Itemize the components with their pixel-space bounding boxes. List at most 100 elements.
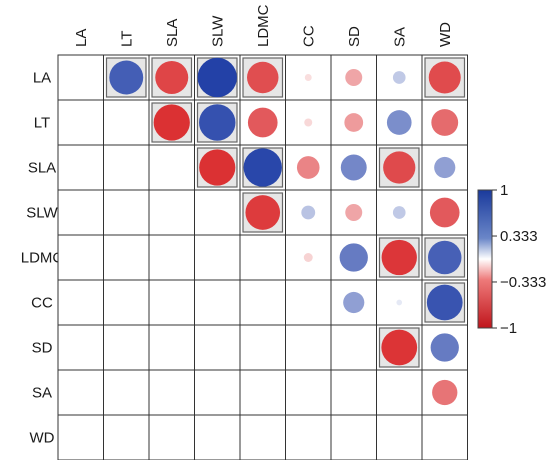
- matrix-cell: [194, 369, 241, 416]
- matrix-cell: [376, 369, 423, 416]
- matrix-cell: [330, 369, 377, 416]
- colorbar-tick-label: −1: [500, 320, 517, 337]
- correlation-circle: [429, 197, 460, 228]
- correlation-circle: [430, 333, 459, 362]
- column-labels: LA LT SLA SLW LDMC CC SD SA WD: [73, 4, 454, 47]
- matrix-cell: [57, 324, 104, 371]
- correlation-circle: [432, 379, 458, 406]
- matrix-cell: [239, 369, 286, 416]
- matrix-cell: [57, 99, 104, 146]
- matrix-cell: [57, 279, 104, 326]
- correlation-marks: [105, 57, 466, 406]
- correlation-circle: [304, 74, 312, 81]
- colorbar: 1 0.333 −0.333 −1: [477, 182, 546, 337]
- matrix-cell: [103, 324, 150, 371]
- matrix-cell: [194, 324, 241, 371]
- matrix-cell: [194, 279, 241, 326]
- correlation-circle: [247, 107, 278, 138]
- matrix-cell: [285, 414, 332, 460]
- matrix-cell: [376, 54, 423, 101]
- matrix-cell: [239, 99, 286, 146]
- matrix-cell: [148, 279, 195, 326]
- matrix-cell: [103, 144, 150, 191]
- correlation-circle: [392, 71, 406, 84]
- matrix-cell: [57, 369, 104, 416]
- correlation-circle: [155, 61, 189, 94]
- matrix-cell: [103, 279, 150, 326]
- correlation-circle: [344, 113, 364, 132]
- correlation-circle: [381, 239, 417, 276]
- colorbar-gradient: [477, 189, 493, 329]
- row-label: LT: [34, 115, 50, 132]
- matrix-cell: [239, 414, 286, 460]
- correlation-circle: [301, 205, 316, 220]
- matrix-cell: [103, 99, 150, 146]
- correlation-circle: [345, 69, 363, 86]
- correlation-circle: [343, 291, 365, 314]
- column-label: CC: [300, 25, 317, 47]
- matrix-cell: [148, 324, 195, 371]
- correlation-circle: [392, 206, 406, 219]
- matrix-cell: [148, 144, 195, 191]
- correlation-circle: [296, 156, 320, 179]
- correlation-circle: [345, 204, 363, 221]
- colorbar-tick-label: −0.333: [500, 274, 546, 291]
- correlation-circle: [153, 104, 190, 141]
- row-label: SA: [32, 385, 52, 402]
- matrix-cell: [194, 414, 241, 460]
- row-label: LA: [33, 70, 51, 87]
- column-label: LT: [118, 31, 135, 47]
- matrix-cell: [194, 189, 241, 236]
- row-labels: LA LT SLA SLW LDMC CC SD SA WD: [21, 70, 64, 447]
- correlation-circle: [304, 118, 313, 127]
- matrix-cell: [285, 369, 332, 416]
- matrix-cell: [285, 324, 332, 371]
- correlation-circle: [381, 329, 418, 366]
- correlation-circle: [197, 57, 237, 98]
- row-label: SD: [32, 340, 53, 357]
- matrix-cell: [57, 189, 104, 236]
- matrix-cell: [421, 414, 468, 460]
- correlation-circle: [340, 154, 367, 181]
- row-label: WD: [30, 430, 55, 447]
- matrix-cell: [330, 324, 377, 371]
- column-label: SD: [346, 26, 363, 47]
- row-label: SLW: [26, 205, 58, 222]
- correlation-circle: [245, 195, 281, 230]
- row-label: LDMC: [21, 250, 64, 267]
- colorbar-tick-label: 0.333: [500, 228, 538, 245]
- matrix-cell: [57, 144, 104, 191]
- matrix-cell: [285, 279, 332, 326]
- matrix-cell: [148, 234, 195, 281]
- correlation-circle: [386, 110, 412, 135]
- matrix-cell: [103, 414, 150, 460]
- correlation-circle: [383, 151, 416, 184]
- row-label: SLA: [28, 160, 56, 177]
- matrix-cell: [330, 414, 377, 460]
- matrix-cell: [148, 189, 195, 236]
- column-label: SA: [391, 27, 408, 47]
- matrix-cell: [103, 234, 150, 281]
- correlation-circle: [243, 148, 282, 187]
- correlation-circle: [303, 253, 313, 262]
- matrix-cell: [239, 279, 286, 326]
- column-label: LA: [73, 29, 90, 47]
- column-label: LDMC: [255, 4, 272, 47]
- column-label: WD: [437, 22, 454, 47]
- correlation-circle: [431, 109, 459, 136]
- matrix-cell: [239, 234, 286, 281]
- column-label: SLW: [209, 15, 226, 47]
- correlation-circle: [247, 61, 279, 94]
- matrix-cell: [57, 54, 104, 101]
- matrix-cell: [376, 414, 423, 460]
- matrix-cell: [57, 414, 104, 460]
- column-label: SLA: [164, 19, 181, 47]
- matrix-cell: [148, 414, 195, 460]
- matrix-cell: [194, 234, 241, 281]
- colorbar-tick-label: 1: [500, 182, 508, 199]
- correlation-circle: [396, 299, 403, 306]
- matrix-cell: [57, 234, 104, 281]
- row-label: CC: [31, 295, 53, 312]
- colorbar-ticks: 1 0.333 −0.333 −1: [492, 182, 546, 337]
